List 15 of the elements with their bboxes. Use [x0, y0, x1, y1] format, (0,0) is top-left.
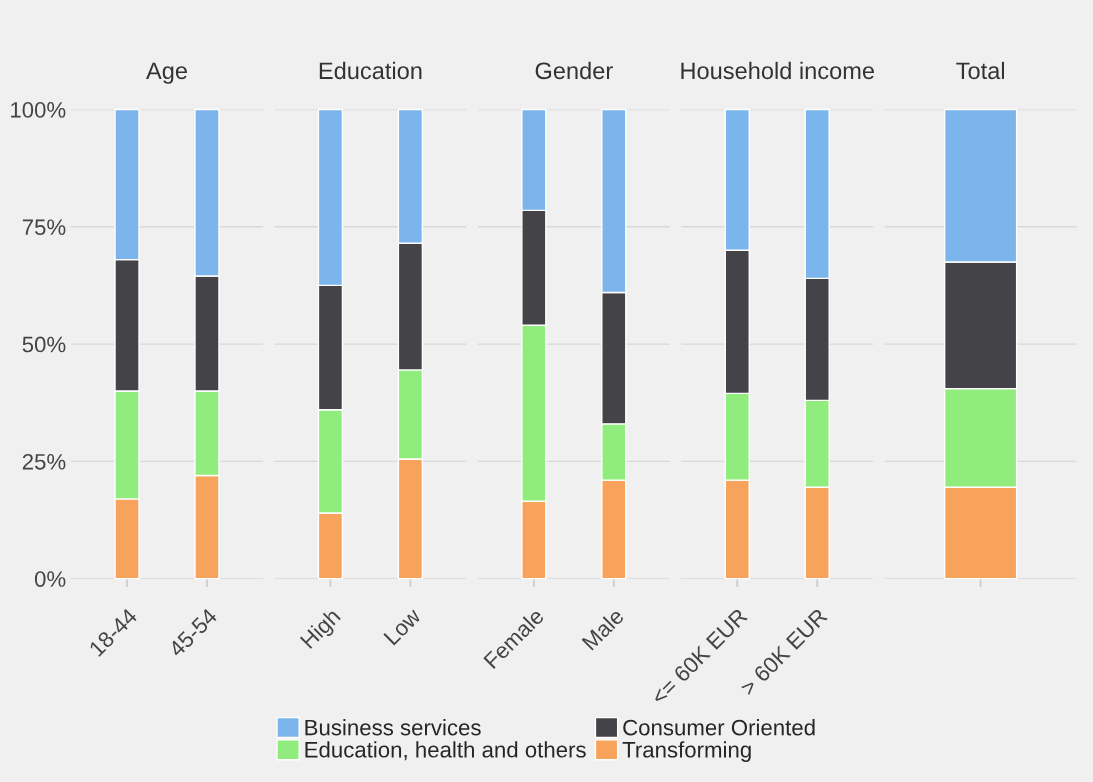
legend-label: Education, health and others: [305, 741, 586, 761]
y-tick-label: 75%: [22, 219, 66, 236]
chart-title: Total: [956, 61, 1005, 80]
legend-label: Consumer Oriented: [623, 719, 815, 736]
y-tick-label: 50%: [22, 336, 66, 353]
y-tick-label: 25%: [22, 453, 66, 470]
chart-title: Gender: [535, 61, 613, 80]
chart-title: Education: [319, 61, 422, 80]
y-tick-label: 100%: [11, 102, 66, 118]
legend-label: Business services: [305, 719, 481, 736]
chart-title: Age: [146, 62, 187, 84]
legend-label: Transforming: [622, 741, 751, 762]
x-tick-label: Low: [383, 606, 422, 646]
chart-title: Household income: [681, 61, 874, 80]
y-tick-label: 0%: [34, 571, 66, 587]
